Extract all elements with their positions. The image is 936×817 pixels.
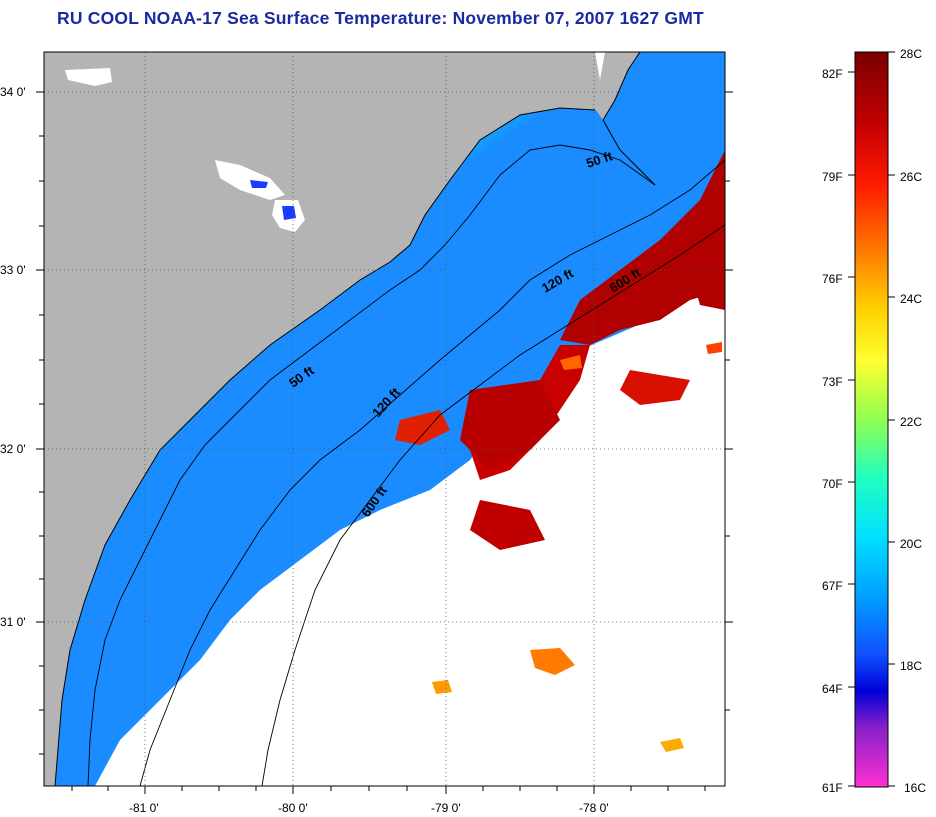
lon-label-79: -79 0': [431, 801, 461, 815]
gulf-stream-patches: [395, 150, 725, 752]
colorbar-celsius-16: 16C: [904, 781, 926, 795]
lat-label-31: 31 0': [0, 615, 26, 629]
inland-lakes: [65, 68, 305, 232]
colorbar: [854, 51, 889, 788]
colorbar-fahrenheit-70: 70F: [822, 477, 843, 491]
map-frame: [43, 51, 726, 787]
land-cape-fear: [596, 52, 640, 120]
axis-ticks: [36, 91, 733, 794]
isobath-120ft: [139, 159, 725, 786]
colorbar-fahrenheit-64: 64F: [822, 682, 843, 696]
coastline-cape-fear: [602, 52, 656, 186]
lat-label-34: 34 0': [0, 85, 26, 99]
isobath-50ft: [87, 144, 656, 786]
lon-label-78: -78 0': [579, 801, 609, 815]
coastline: [54, 107, 596, 786]
lon-label-81: -81 0': [129, 801, 159, 815]
colorbar-celsius-26: 26C: [900, 170, 922, 184]
colorbar-celsius-18: 18C: [900, 659, 922, 673]
lat-label-33: 33 0': [0, 263, 26, 277]
colorbar-fahrenheit-79: 79F: [822, 170, 843, 184]
colorbar-ticks: [848, 51, 895, 787]
graticule: [44, 52, 725, 786]
colorbar-fahrenheit-73: 73F: [822, 375, 843, 389]
colorbar-celsius-22: 22C: [900, 415, 922, 429]
colorbar-fahrenheit-76: 76F: [822, 272, 843, 286]
colorbar-celsius-24: 24C: [900, 292, 922, 306]
colorbar-celsius-28: 28C: [900, 47, 922, 61]
land-mass: [44, 52, 600, 786]
colorbar-fahrenheit-67: 67F: [822, 579, 843, 593]
lat-label-32: 32 0': [0, 442, 26, 456]
map-title: RU COOL NOAA-17 Sea Surface Temperature:…: [57, 8, 704, 28]
colorbar-fahrenheit-61: 61F: [822, 781, 843, 795]
colorbar-fahrenheit-82: 82F: [822, 67, 843, 81]
isobath-600ft: [261, 224, 725, 786]
colorbar-celsius-20: 20C: [900, 537, 922, 551]
lon-label-80: -80 0': [278, 801, 308, 815]
sst-field: [55, 52, 725, 786]
